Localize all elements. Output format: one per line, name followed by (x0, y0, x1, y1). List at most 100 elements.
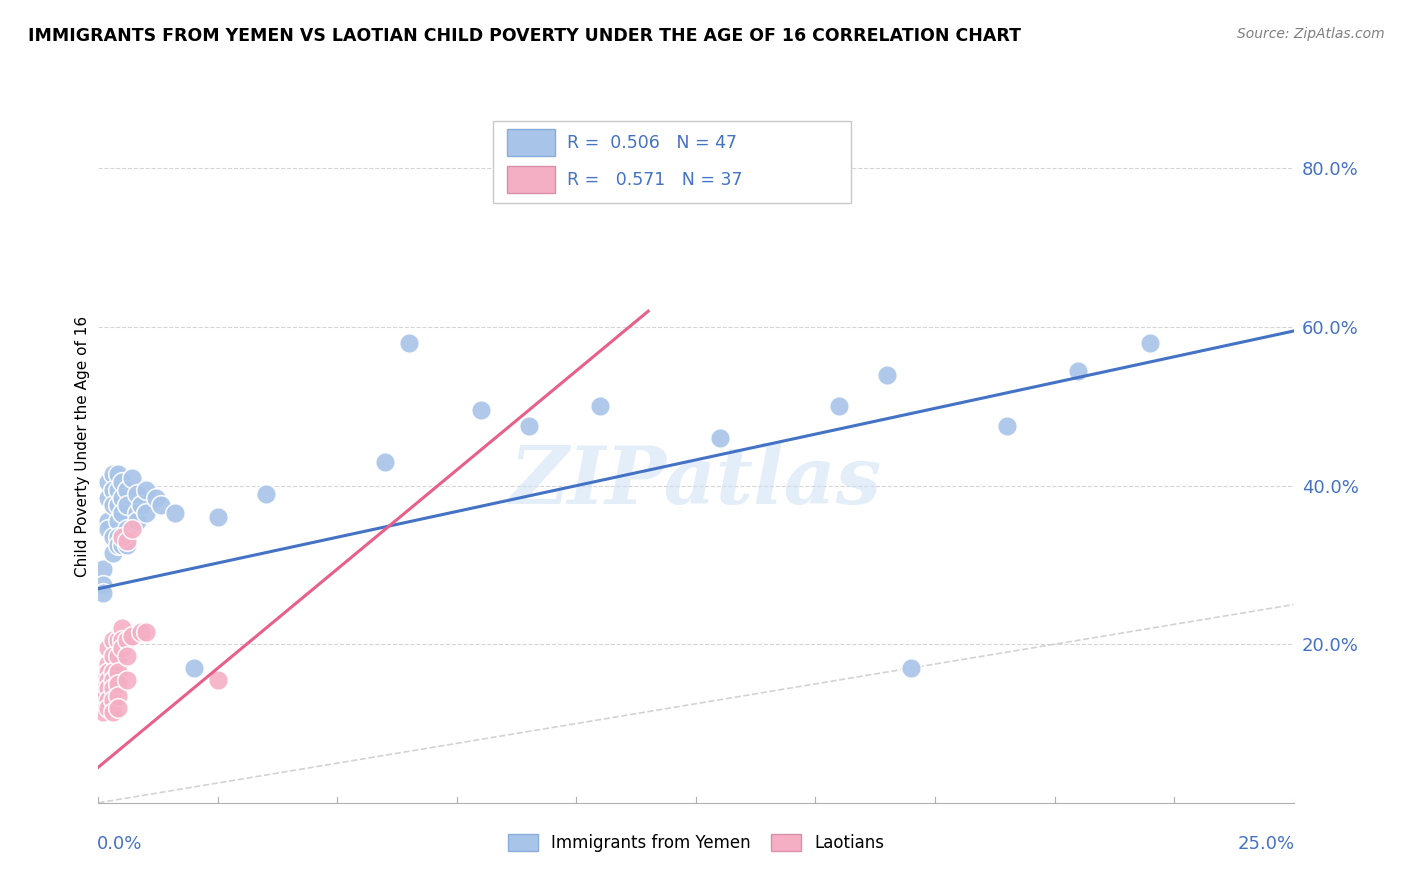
Point (91, 681, 114, 695)
Point (97, 491, 120, 505)
Point (101, 692, 124, 706)
Point (254, 486, 277, 500)
Point (125, 486, 148, 500)
Point (91, 578, 114, 592)
Point (828, 400, 851, 414)
Text: Source: ZipAtlas.com: Source: ZipAtlas.com (1237, 27, 1385, 41)
Point (91, 673, 114, 687)
Point (1139, 335, 1161, 350)
Point (97, 641, 120, 656)
Point (183, 661, 205, 675)
Point (101, 499, 124, 513)
Point (470, 403, 492, 417)
Point (107, 633, 129, 648)
Point (101, 467, 124, 481)
Point (121, 471, 143, 485)
Point (115, 673, 138, 687)
Point (111, 641, 134, 656)
Point (398, 335, 420, 350)
Point (121, 629, 143, 643)
Point (709, 431, 731, 445)
Point (125, 507, 148, 521)
FancyBboxPatch shape (508, 129, 555, 156)
Point (115, 483, 138, 497)
Point (1067, 364, 1090, 378)
Point (121, 522, 143, 536)
Point (97, 700, 120, 714)
Point (107, 499, 129, 513)
Point (101, 633, 124, 648)
Point (97, 657, 120, 671)
Point (97, 514, 120, 528)
Point (107, 483, 129, 497)
Point (101, 649, 124, 664)
Point (111, 507, 134, 521)
Point (876, 368, 898, 382)
Point (111, 491, 134, 505)
Point (97, 692, 120, 706)
Point (101, 673, 124, 687)
Point (374, 455, 396, 469)
Point (115, 538, 138, 552)
Point (517, 419, 540, 434)
Point (101, 483, 124, 497)
Point (107, 689, 129, 703)
Point (207, 510, 229, 524)
Point (97, 522, 120, 536)
Point (111, 538, 134, 552)
Point (107, 514, 129, 528)
Point (589, 400, 612, 414)
Point (995, 419, 1018, 434)
Point (115, 633, 138, 648)
Point (135, 507, 157, 521)
Point (111, 475, 134, 489)
Point (97, 475, 120, 489)
FancyBboxPatch shape (508, 166, 555, 194)
Point (97, 673, 120, 687)
Point (135, 625, 157, 640)
Point (115, 534, 138, 549)
Point (101, 665, 124, 679)
Point (900, 661, 922, 675)
FancyBboxPatch shape (494, 121, 852, 203)
Point (135, 483, 157, 497)
Point (149, 499, 172, 513)
Point (91, 705, 114, 719)
Point (163, 507, 186, 521)
Point (131, 625, 153, 640)
Point (115, 522, 138, 536)
Text: IMMIGRANTS FROM YEMEN VS LAOTIAN CHILD POVERTY UNDER THE AGE OF 16 CORRELATION C: IMMIGRANTS FROM YEMEN VS LAOTIAN CHILD P… (28, 27, 1021, 45)
Point (91, 562, 114, 576)
Point (107, 649, 129, 664)
Point (111, 530, 134, 544)
Point (115, 499, 138, 513)
Legend: Immigrants from Yemen, Laotians: Immigrants from Yemen, Laotians (501, 827, 891, 859)
Text: R =  0.506   N = 47: R = 0.506 N = 47 (567, 134, 737, 152)
Point (101, 705, 124, 719)
Text: 25.0%: 25.0% (1237, 835, 1295, 853)
Point (107, 700, 129, 714)
Point (101, 530, 124, 544)
Point (125, 514, 148, 528)
Point (107, 677, 129, 691)
Text: ZIPatlas: ZIPatlas (510, 443, 882, 520)
Point (97, 681, 120, 695)
Point (111, 621, 134, 635)
Point (107, 538, 129, 552)
Point (101, 681, 124, 695)
Point (131, 499, 153, 513)
Point (97, 665, 120, 679)
Y-axis label: Child Poverty Under the Age of 16: Child Poverty Under the Age of 16 (75, 316, 90, 576)
Point (107, 467, 129, 481)
Point (107, 665, 129, 679)
Text: 0.0%: 0.0% (97, 835, 142, 853)
Point (91, 585, 114, 599)
Point (207, 673, 229, 687)
Point (115, 649, 138, 664)
Point (101, 546, 124, 560)
Point (145, 491, 167, 505)
Text: R =   0.571   N = 37: R = 0.571 N = 37 (567, 171, 742, 189)
Point (91, 692, 114, 706)
Point (107, 530, 129, 544)
Point (111, 633, 134, 648)
